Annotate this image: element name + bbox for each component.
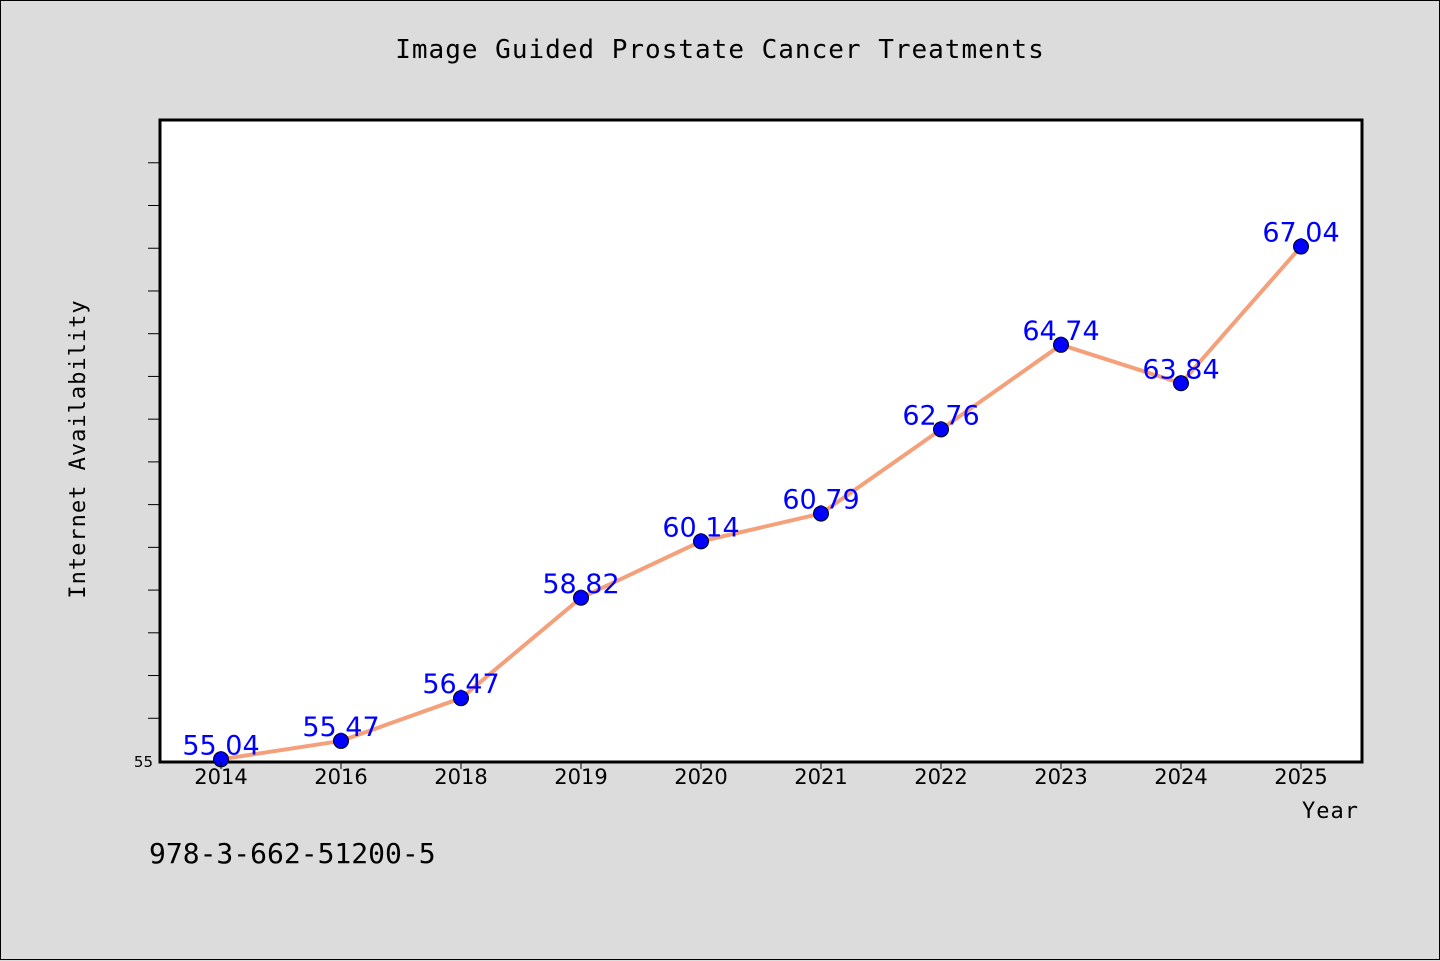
data-point-marker: [573, 589, 589, 606]
x-tick-label: 2023: [1034, 765, 1087, 789]
footer-id-text: 978-3-662-51200-5: [149, 837, 436, 870]
data-point-marker: [1053, 336, 1069, 353]
x-tick-label: 2021: [794, 765, 847, 789]
x-tick-label: 2020: [674, 765, 727, 789]
series-line-layer: [220, 245, 1303, 762]
data-point-marker: [1293, 238, 1309, 255]
data-label-layer: 55.04 55.47 56.47 58.82 60.14 60.79 62.76 64.74…: [182, 218, 1339, 762]
data-label: 63.84: [1142, 354, 1219, 385]
data-point-marker: [933, 421, 949, 438]
data-point-marker: [1173, 375, 1189, 392]
x-axis-ticks: 2014 2016 2018 2019 2020 2021 2022 2023 2024 2025: [194, 762, 1328, 789]
x-axis-label: Year: [1302, 799, 1359, 824]
data-point-marker: [333, 732, 349, 749]
data-label: 67.04: [1262, 218, 1339, 249]
x-tick-label: 2018: [434, 765, 487, 789]
x-tick-label: 2025: [1274, 765, 1327, 789]
data-label: 62.76: [902, 400, 979, 431]
x-tick-label: 2014: [194, 765, 247, 789]
y-axis-label: Internet Availability: [66, 299, 91, 598]
chart-title: Image Guided Prostate Cancer Treatments: [395, 35, 1045, 65]
data-label: 64.74: [1022, 316, 1099, 347]
data-point-marker: [693, 533, 709, 550]
series-marker-layer: [213, 238, 1309, 768]
plot-area: [158, 118, 1364, 764]
series-line: [220, 245, 1303, 762]
data-label: 55.47: [302, 712, 379, 743]
data-label: 55.04: [182, 730, 259, 761]
data-label: 58.82: [542, 569, 619, 600]
data-label: 60.79: [782, 485, 859, 516]
y-axis-ticks: [148, 162, 160, 719]
x-tick-label: 2022: [914, 765, 967, 789]
data-point-marker: [813, 505, 829, 522]
x-tick-label: 2019: [554, 765, 607, 789]
data-point-marker: [453, 690, 469, 707]
x-tick-label: 2016: [314, 765, 367, 789]
data-label: 56.47: [422, 669, 499, 700]
x-tick-label: 2024: [1154, 765, 1207, 789]
data-label: 60.14: [662, 512, 739, 543]
y-tick-label: 55: [134, 753, 153, 771]
